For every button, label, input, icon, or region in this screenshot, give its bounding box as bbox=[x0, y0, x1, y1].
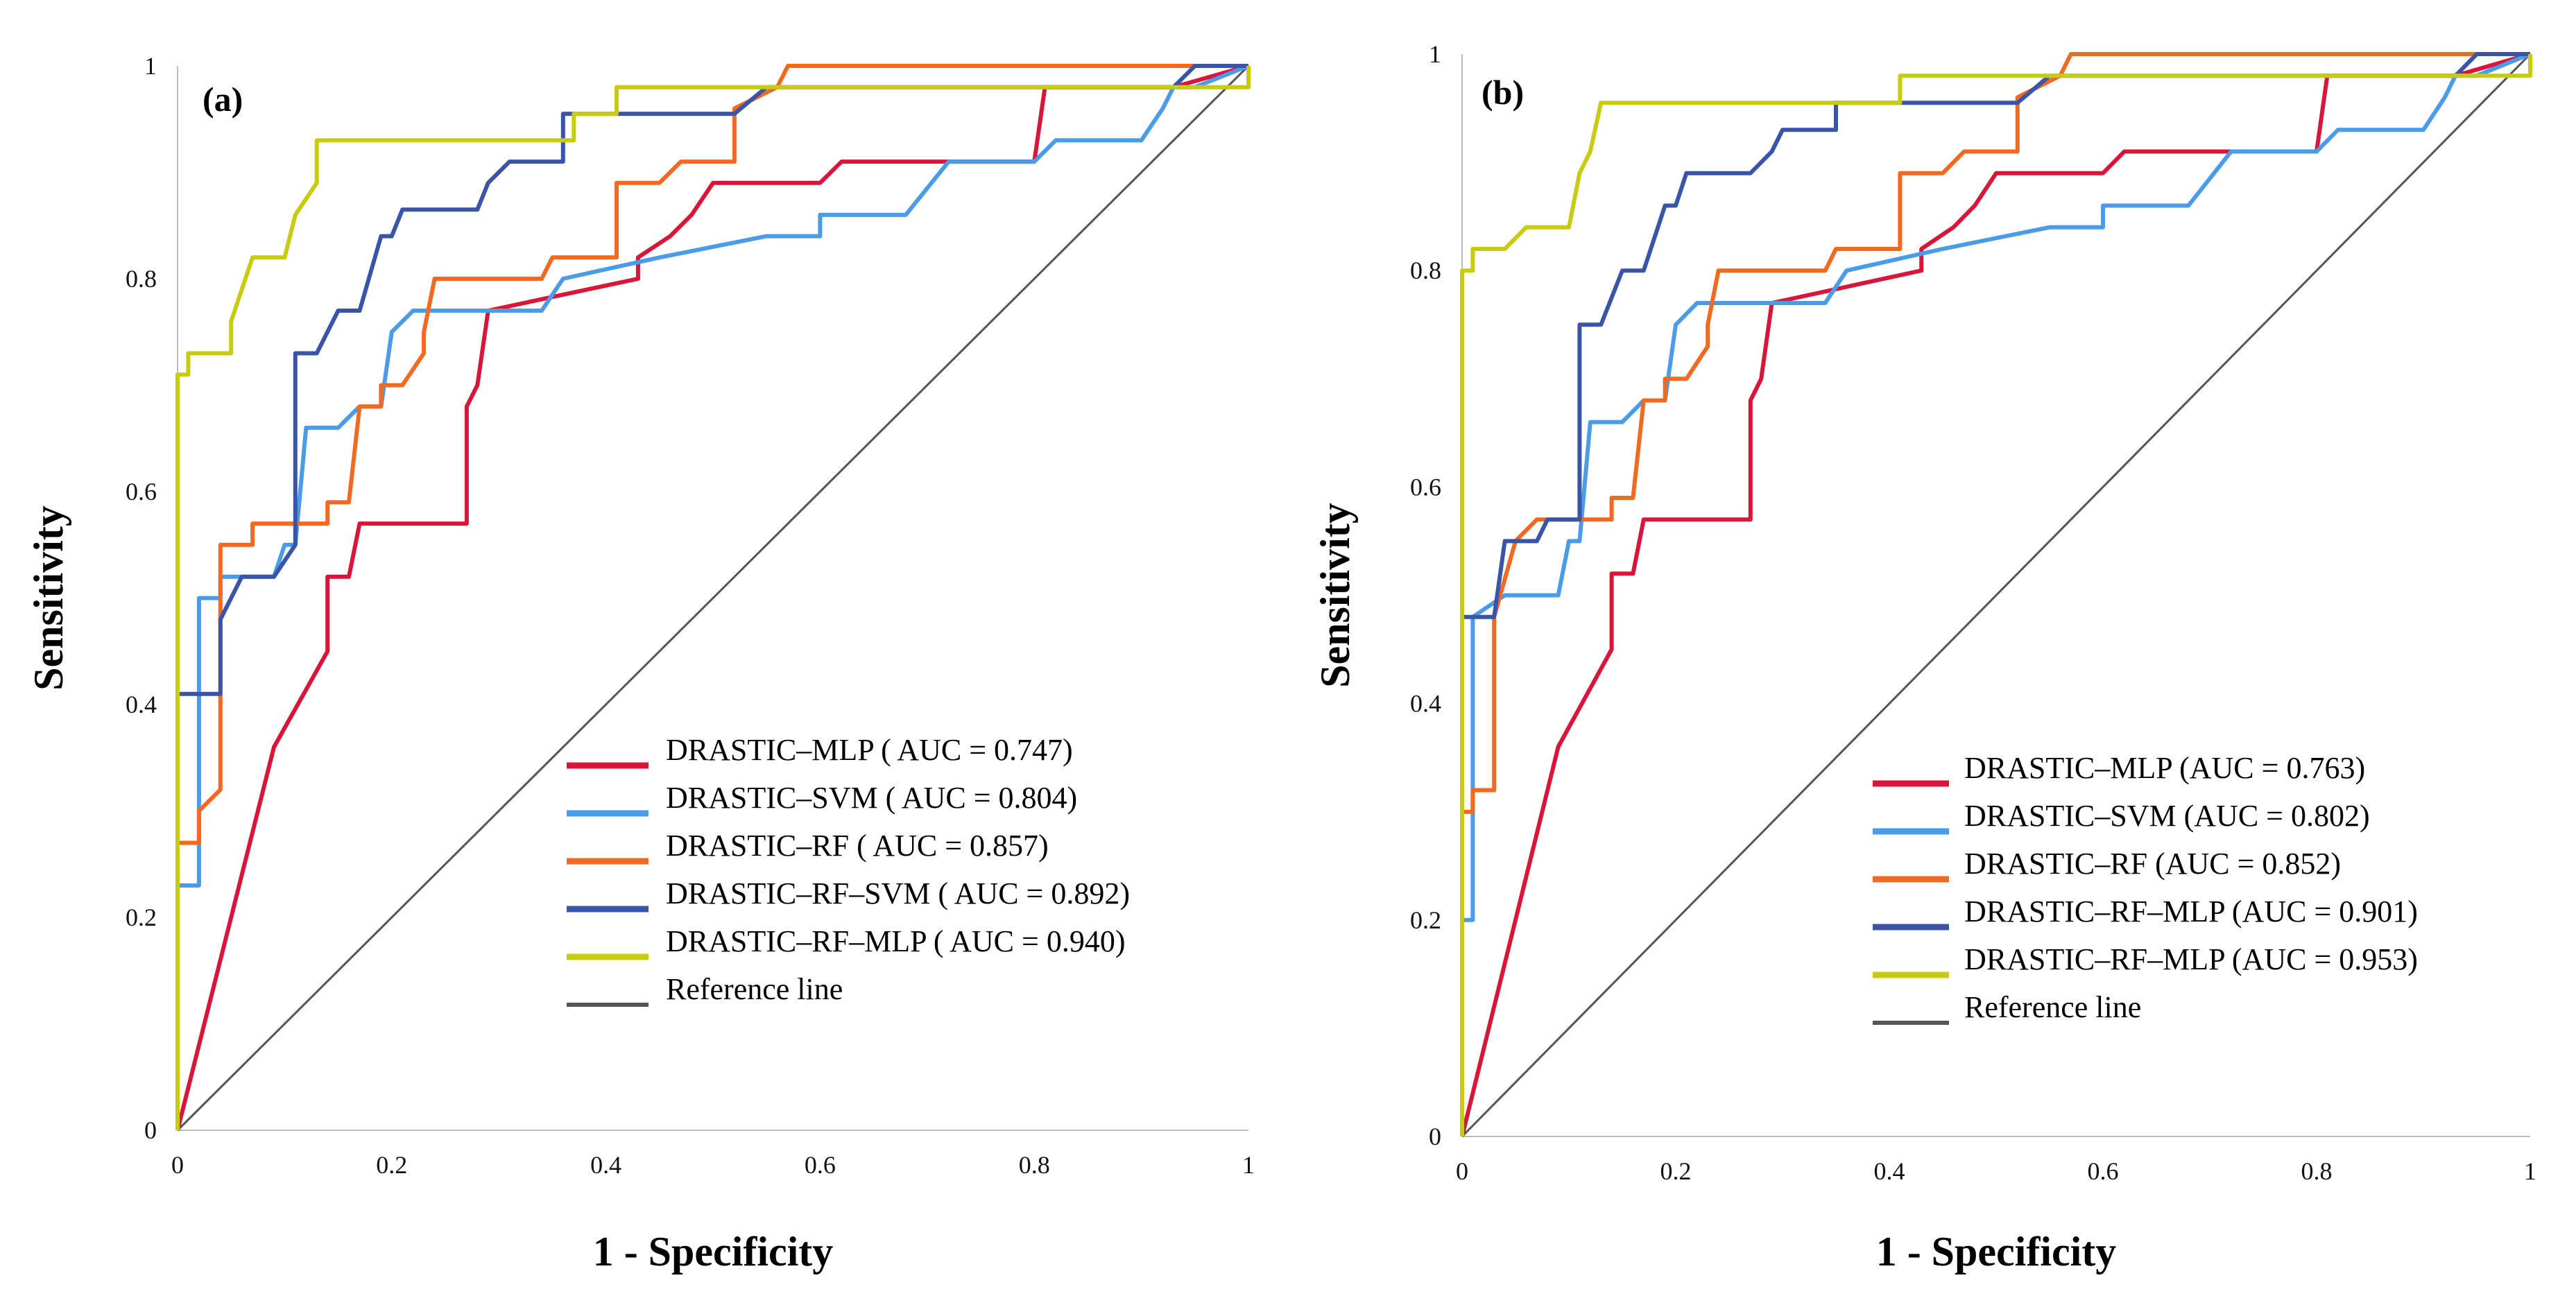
roc-panel-a: 0 0.2 0.4 0.6 0.8 1 0 0.2 0.4 0.6 0.8 1 1 - Specific… bbox=[26, 52, 1255, 1274]
roc-curve-2 bbox=[1460, 52, 2530, 1136]
legend-label: DRASTIC–RF–MLP (AUC = 0.953) bbox=[1964, 942, 2418, 976]
y-axis-title: Sensitivity bbox=[1312, 503, 1358, 688]
y-tick-label: 0.8 bbox=[1410, 257, 1441, 284]
legend: DRASTIC–MLP ( AUC = 0.747) DRASTIC–SVM ( … bbox=[567, 733, 1130, 1007]
y-tick-label: 0.4 bbox=[126, 691, 157, 718]
x-tick-label: 1 bbox=[1242, 1151, 1255, 1179]
legend-label: DRASTIC–RF ( AUC = 0.857) bbox=[666, 829, 1049, 863]
y-axis-title: Sensitivity bbox=[26, 505, 71, 691]
reference-line bbox=[176, 64, 1250, 1132]
roc-panel-b: 0 0.2 0.4 0.6 0.8 1 0 0.2 0.4 0.6 0.8 1 1 - Specific… bbox=[1312, 40, 2536, 1274]
roc-curve-3 bbox=[1460, 52, 2530, 1136]
y-tick-label: 0.2 bbox=[126, 904, 157, 931]
x-tick-label: 0.8 bbox=[1019, 1151, 1050, 1179]
legend-label: DRASTIC–MLP (AUC = 0.763) bbox=[1964, 751, 2365, 785]
x-tick-label: 1 bbox=[2524, 1157, 2536, 1185]
y-tick-label: 1 bbox=[1429, 40, 1441, 68]
y-tick-label: 0 bbox=[1429, 1123, 1441, 1150]
x-axis-title: 1 - Specificity bbox=[593, 1229, 834, 1274]
roc-curve-4 bbox=[1460, 54, 2532, 1136]
legend-label: DRASTIC–RF (AUC = 0.852) bbox=[1964, 847, 2341, 881]
legend-label: DRASTIC–MLP ( AUC = 0.747) bbox=[666, 733, 1073, 767]
panel-label: (a) bbox=[203, 80, 243, 119]
x-tick-label: 0 bbox=[1456, 1157, 1468, 1185]
x-tick-label: 0.4 bbox=[1874, 1157, 1905, 1185]
legend-label: DRASTIC–RF–MLP (AUC = 0.901) bbox=[1964, 894, 2418, 928]
roc-curve-3 bbox=[175, 64, 1248, 1130]
panel-label: (b) bbox=[1482, 73, 1524, 112]
y-tick-label: 0 bbox=[144, 1116, 157, 1144]
reference-line bbox=[1461, 53, 2532, 1138]
y-tick-label: 0.2 bbox=[1410, 906, 1441, 934]
legend: DRASTIC–MLP (AUC = 0.763) DRASTIC–SVM (AU… bbox=[1873, 751, 2418, 1025]
x-tick-label: 0.2 bbox=[376, 1151, 407, 1179]
roc-curve-4 bbox=[175, 66, 1251, 1130]
x-axis-title: 1 - Specificity bbox=[1876, 1229, 2117, 1274]
x-tick-label: 0.8 bbox=[2301, 1157, 2333, 1185]
y-tick-label: 1 bbox=[144, 52, 157, 80]
y-tick-label: 0.4 bbox=[1410, 690, 1441, 718]
x-tick-label: 0.6 bbox=[2088, 1157, 2119, 1185]
x-tick-label: 0.6 bbox=[805, 1151, 836, 1179]
legend-label: Reference line bbox=[1964, 990, 2141, 1024]
x-tick-label: 0 bbox=[171, 1151, 184, 1179]
x-tick-label: 0.2 bbox=[1660, 1157, 1692, 1185]
y-tick-label: 0.6 bbox=[1410, 473, 1441, 501]
legend-label: DRASTIC–RF–MLP ( AUC = 0.940) bbox=[666, 924, 1126, 958]
legend-label: DRASTIC–SVM (AUC = 0.802) bbox=[1964, 799, 2370, 833]
legend-label: DRASTIC–RF–SVM ( AUC = 0.892) bbox=[666, 876, 1130, 910]
y-tick-label: 0.6 bbox=[126, 478, 157, 505]
roc-curve-1 bbox=[1460, 52, 2532, 1136]
legend-label: DRASTIC–SVM ( AUC = 0.804) bbox=[666, 781, 1077, 815]
legend-label: Reference line bbox=[666, 972, 843, 1006]
y-tick-label: 0.8 bbox=[126, 265, 157, 293]
x-tick-label: 0.4 bbox=[590, 1151, 621, 1179]
